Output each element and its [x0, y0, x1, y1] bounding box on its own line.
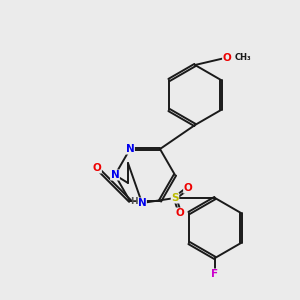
Text: CH₃: CH₃: [235, 52, 252, 62]
Text: S: S: [171, 193, 179, 203]
Text: O: O: [93, 163, 101, 173]
Text: N: N: [138, 198, 146, 208]
Text: N: N: [126, 144, 134, 154]
Text: O: O: [184, 183, 192, 193]
Text: O: O: [176, 208, 184, 218]
Text: H: H: [130, 197, 138, 206]
Text: O: O: [223, 53, 231, 63]
Text: N: N: [111, 170, 119, 180]
Text: F: F: [212, 269, 219, 279]
